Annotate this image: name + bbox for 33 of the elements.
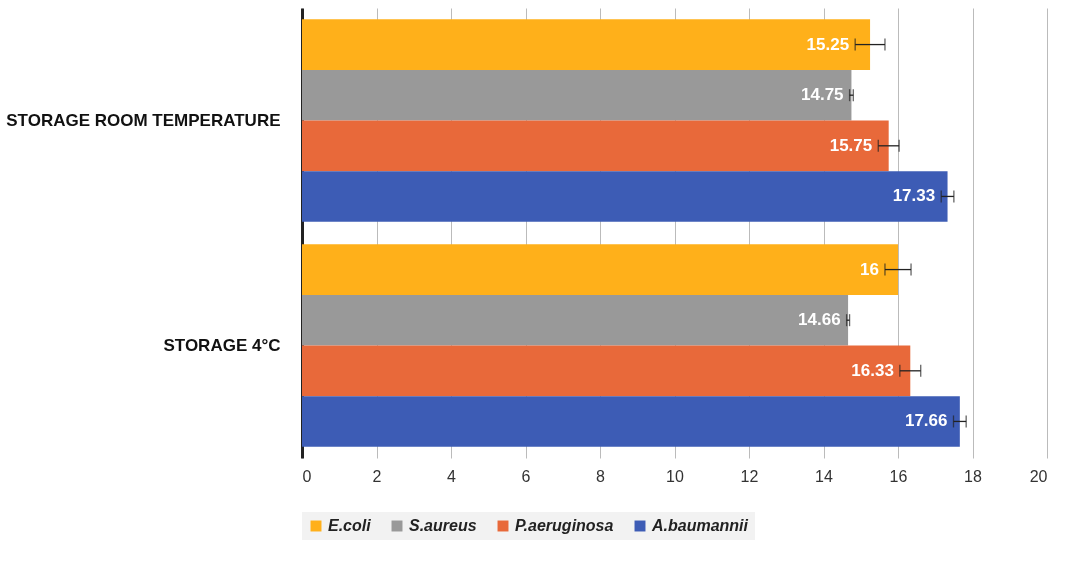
data-label: 16.33 (851, 360, 894, 380)
data-label: 14.66 (798, 310, 841, 330)
bar (302, 345, 911, 397)
data-label: 15.75 (829, 135, 873, 155)
data-label: 15.25 (806, 34, 850, 54)
data-label: 14.75 (801, 85, 844, 105)
y-tick-label: STORAGE ROOM TEMPERATURE (6, 110, 281, 130)
bar (302, 396, 960, 447)
bar (302, 69, 852, 121)
legend-label: S.aureus (409, 517, 477, 534)
x-tick-label: 6 (521, 467, 531, 485)
x-tick-label: 14 (815, 467, 833, 485)
y-tick-label: STORAGE 4°C (163, 335, 281, 355)
legend-label: A.baumannii (651, 517, 749, 534)
data-label: 17.33 (892, 186, 936, 206)
data-label: 17.66 (904, 411, 948, 431)
x-tick-label: 10 (666, 467, 684, 485)
x-tick-label: 0 (302, 467, 312, 485)
x-tick-label: 8 (596, 467, 606, 485)
data-label: 16 (860, 259, 879, 279)
x-tick-label: 4 (447, 467, 457, 485)
x-tick-label: 12 (740, 467, 759, 485)
bar (302, 171, 948, 222)
x-tick-label: 18 (964, 467, 982, 485)
legend-label: P.aeruginosa (515, 517, 614, 534)
bar (302, 294, 849, 346)
bar (302, 120, 889, 172)
x-tick-label: 16 (889, 467, 908, 485)
x-tick-label: 20 (1029, 467, 1048, 485)
bar (302, 19, 871, 70)
legend-label: E.coli (328, 517, 372, 534)
bar (302, 244, 898, 295)
x-tick-label: 2 (372, 467, 382, 485)
